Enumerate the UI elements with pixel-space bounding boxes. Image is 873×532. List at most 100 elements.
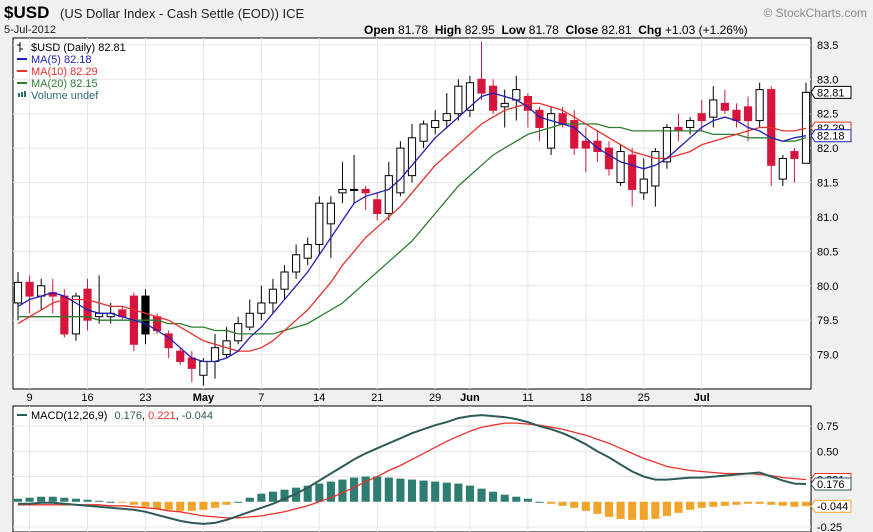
candle-body (245, 312, 254, 328)
macd-histogram-bar (801, 501, 811, 507)
symbol-title: $USD (4, 3, 50, 22)
description-text: (US Dollar Index - Cash Settle (EOD)) (60, 6, 279, 21)
macd-legend-hist: -0.044 (182, 410, 213, 422)
signal-line (18, 422, 807, 519)
macd-histogram-bar (709, 501, 718, 507)
x-tick-label: 18 (580, 392, 592, 404)
macd-histogram-bar (83, 499, 92, 502)
macd-histogram-bar (593, 501, 602, 514)
x-tick-label: 14 (313, 392, 325, 404)
macd-y-tick-label: -0.25 (817, 522, 842, 532)
low-label: Low (501, 23, 526, 37)
candle-body (570, 120, 579, 149)
macd-panel (12, 405, 812, 532)
candle-body (338, 188, 347, 194)
macd-y-tick-label: 0.50 (817, 446, 838, 458)
candle-body (373, 199, 382, 214)
macd-histogram-bar (118, 501, 127, 503)
price-y-axis: 79.0 79.5 80.0 80.5 81.0 81.5 82.0 82.5 83.0 83.5 (817, 40, 838, 362)
ma-line-ma10 (17, 102, 807, 352)
macd-histogram-bar (639, 501, 648, 520)
value-tag-box (810, 85, 852, 99)
macd-y-tick-label: 0.75 (817, 421, 838, 433)
candle-body (292, 254, 301, 273)
high-label: High (434, 23, 462, 37)
macd-histogram-bar (373, 476, 382, 502)
candle-body (442, 113, 451, 122)
candle-body (326, 202, 335, 225)
candle-body (790, 151, 799, 159)
candle-body (407, 137, 417, 177)
svg-text:MACD(12,26,9) 0.176,: MACD(12,26,9) 0.176, 0.221, -0.044 (31, 410, 213, 422)
candle-body (419, 123, 428, 142)
close-value: 82.81 (601, 23, 632, 37)
x-tick-label: 9 (27, 392, 33, 404)
macd-histogram-bar (790, 501, 799, 507)
series-lines (17, 92, 807, 525)
value-tag-box (810, 477, 852, 491)
candle-body (512, 89, 521, 101)
candle-body (396, 147, 405, 194)
macd-histogram-bar (547, 501, 556, 504)
price-y-tick-label: 81.0 (817, 212, 838, 224)
candle-body (315, 202, 324, 245)
macd-histogram-bar (60, 497, 69, 502)
ma-line-ma20 (18, 123, 807, 335)
candle-body (651, 151, 660, 187)
macd-histogram-bar (164, 501, 173, 510)
macd-histogram-bar (523, 498, 532, 502)
macd-histogram-bar (628, 501, 637, 520)
legend-entry: Volume undef (31, 90, 99, 102)
macd-histogram-bar (106, 501, 115, 503)
candle-body (361, 188, 370, 194)
macd-histogram-bar (153, 501, 162, 509)
macd-histogram-bar (245, 497, 254, 502)
candle-body (25, 281, 34, 297)
macd-histogram-bar (222, 501, 231, 505)
value-tag-label: 82.81 (817, 87, 845, 99)
price-y-tick-label: 81.5 (817, 178, 838, 190)
candle-body (778, 157, 787, 180)
legend-swatch-volume (18, 93, 20, 97)
x-tick-label: 11 (522, 392, 533, 404)
macd-histogram-bar (280, 489, 289, 502)
legend-entry: MA(20) 82.15 (31, 78, 98, 90)
candle-body (732, 109, 741, 122)
value-tag-label: -0.044 (817, 501, 848, 513)
macd-histogram-bar (686, 501, 695, 510)
x-tick-label: Jul (694, 392, 710, 404)
x-axis: 9 16 23 May 7 14 21 29 Jun 11 18 25 Jul (27, 392, 710, 404)
price-y-tick-label: 80.0 (817, 281, 838, 293)
candle-body (176, 350, 185, 362)
chg-label: Chg (638, 23, 662, 37)
value-tag-box (810, 129, 852, 143)
macd-histogram-bar (755, 501, 764, 504)
price-y-tick-label: 82.5 (817, 109, 838, 121)
macd-legend-swatch (17, 414, 27, 416)
candle-body (384, 175, 393, 215)
candle-body (83, 288, 92, 321)
macd-histogram-bar (257, 493, 266, 502)
macd-histogram-bar (210, 501, 220, 508)
macd-histogram-bar (442, 482, 451, 502)
x-tick-label: May (193, 392, 215, 404)
open-value: 81.78 (398, 23, 429, 37)
macd-histogram-bar (95, 500, 104, 502)
macd-histogram-bar (25, 497, 34, 502)
macd-histogram-bar (129, 501, 138, 505)
symbol-description: (US Dollar Index - Cash Settle (EOD)) IC… (60, 6, 304, 21)
x-tick-label: 23 (139, 392, 151, 404)
candle-body (210, 347, 220, 362)
macd-histogram-bar (396, 478, 405, 502)
x-tick-label: 16 (81, 392, 93, 404)
legend-entry: $USD (Daily) 82.81 (31, 42, 126, 54)
macd-histogram-bar (361, 476, 370, 502)
macd-histogram-bar (558, 501, 567, 506)
candle-body (187, 357, 196, 369)
candle-body (13, 281, 23, 304)
macd-histogram-bar (720, 501, 729, 506)
low-value: 81.78 (528, 23, 559, 37)
candle-body (801, 91, 811, 164)
